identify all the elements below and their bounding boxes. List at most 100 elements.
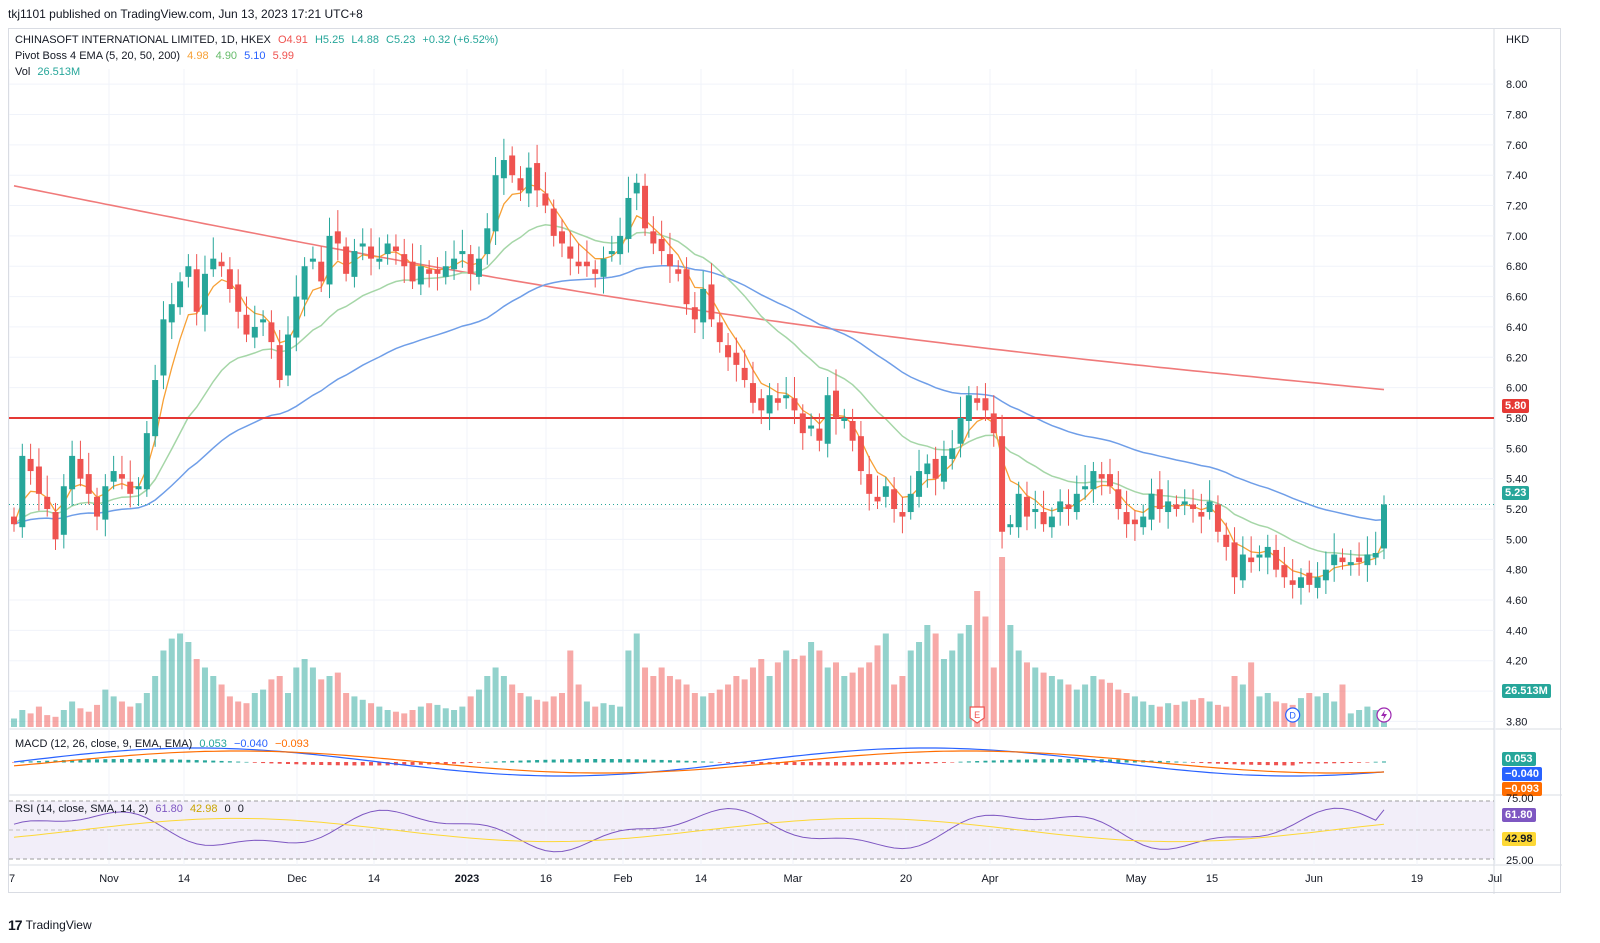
candle-body [1123, 512, 1130, 525]
candle-body [77, 458, 84, 479]
y-tick-label: 5.20 [1506, 504, 1527, 516]
macd-histogram-bar [1000, 760, 1005, 763]
volume-bar [1223, 706, 1230, 727]
macd-histogram-bar [1365, 762, 1370, 763]
candle-body [343, 246, 350, 274]
ema5-value: 4.98 [187, 50, 209, 62]
macd-histogram-bar [643, 759, 648, 763]
last-price-tag: 5.23 [1502, 486, 1530, 500]
macd-histogram-bar [908, 762, 913, 765]
candle-body [1057, 501, 1064, 513]
candle-body [957, 417, 964, 444]
ohlc-close: C5.23 [386, 34, 416, 46]
volume-bar [1107, 682, 1113, 727]
macd-histogram-bar [103, 759, 108, 763]
volume-bar [808, 642, 815, 727]
candle-body [974, 398, 981, 403]
volume-bar [924, 625, 931, 727]
volume-bar [359, 699, 366, 727]
chart-frame[interactable]: 8.00 7.80 7.60 7.40 7.20 7.00 6.80 6.60 6.40 6.20… [8, 28, 1562, 894]
volume-bar [27, 713, 34, 727]
volume-bar [1015, 650, 1022, 727]
macd-histogram-bar [1191, 762, 1196, 763]
candle-body [467, 254, 474, 274]
macd-histogram-bar [609, 759, 614, 763]
macd-label: MACD (12, 26, close, 9, EMA, EMA) [15, 738, 193, 750]
macd-histogram-bar [1307, 762, 1312, 764]
volume-bar [417, 706, 424, 727]
macd-histogram-bar [20, 761, 25, 763]
macd-histogram-bar [194, 760, 199, 763]
volume-bar [559, 693, 565, 727]
volume-bar [285, 693, 291, 727]
candle-body [193, 269, 200, 312]
macd-histogram-bar [983, 760, 988, 763]
macd-histogram-bar [701, 761, 706, 763]
volume-bar [1073, 689, 1080, 727]
macd-histogram-bar [236, 761, 241, 763]
candle-body [85, 474, 92, 494]
volume-bar [467, 696, 474, 727]
macd-histogram-bar [684, 760, 689, 763]
rsi-ma-line [13, 817, 1385, 843]
volume-bar [949, 650, 956, 727]
candle-body [949, 448, 956, 459]
dividend-marker-icon [1285, 707, 1301, 723]
macd-histogram-bar [377, 762, 382, 766]
y-tick-label: 6.60 [1506, 292, 1527, 304]
macd-histogram-bar [485, 761, 490, 763]
macd-histogram-bar [269, 762, 274, 764]
ema200-value: 5.99 [272, 50, 295, 62]
macd-histogram-bar [1091, 759, 1096, 763]
y-tick-label: 7.60 [1506, 140, 1527, 152]
y-tick-label: 8.00 [1506, 79, 1527, 91]
x-tick-label: Mar [784, 873, 803, 885]
volume-bar [916, 642, 923, 727]
macd-histogram-bar [1083, 759, 1088, 763]
candle-body [1190, 504, 1197, 509]
macd-histogram-bar [178, 759, 183, 763]
volume-bar [1264, 693, 1271, 727]
volume-bar [1306, 693, 1313, 727]
candle-body [691, 307, 698, 320]
volume-bar [849, 672, 856, 727]
volume-bar [60, 710, 67, 727]
volume-bar [1322, 693, 1329, 727]
macd-histogram-bar [169, 759, 174, 763]
volume-bar [1314, 696, 1321, 727]
volume-bar [334, 672, 341, 727]
macd-histogram-bar [211, 760, 216, 763]
macd-histogram-bar [809, 762, 814, 766]
macd-histogram-bar [344, 762, 349, 766]
candle-body [916, 471, 923, 497]
candle-body [185, 266, 192, 277]
candle-body [409, 261, 416, 282]
candle-body [218, 261, 225, 267]
volume-bar [152, 676, 159, 727]
volume-bar [1206, 701, 1213, 727]
rsi-top-tick: 75.00 [1506, 793, 1534, 805]
y-tick-label: 6.00 [1506, 383, 1527, 395]
macd-histogram-bar [941, 762, 946, 763]
macd-histogram-bar [1323, 762, 1328, 764]
volume-bar [675, 679, 682, 727]
candle-body [1198, 512, 1205, 517]
candle-body [168, 304, 175, 323]
macd-histogram-bar [1008, 759, 1013, 763]
volume-bar [94, 704, 101, 727]
x-tick-label: 20 [900, 873, 912, 885]
ema20-value: 4.90 [215, 50, 238, 62]
candle-body [1273, 549, 1280, 570]
macd-signal-tag: −0.093 [1502, 782, 1542, 796]
macd-histogram-bar [119, 759, 124, 763]
candle-body [534, 163, 541, 191]
candle-body [617, 235, 624, 255]
volume-bar [1065, 684, 1072, 727]
candle-body [268, 322, 275, 343]
volume-bar [210, 676, 217, 727]
macd-line-value: −0.040 [233, 738, 268, 750]
macd-histogram-bar [1199, 762, 1204, 764]
price-chart[interactable]: 8.00 7.80 7.60 7.40 7.20 7.00 6.80 6.60 6.40 6.20… [9, 29, 1562, 894]
y-tick-label: 6.40 [1506, 322, 1527, 334]
macd-histogram-bar [252, 762, 257, 763]
